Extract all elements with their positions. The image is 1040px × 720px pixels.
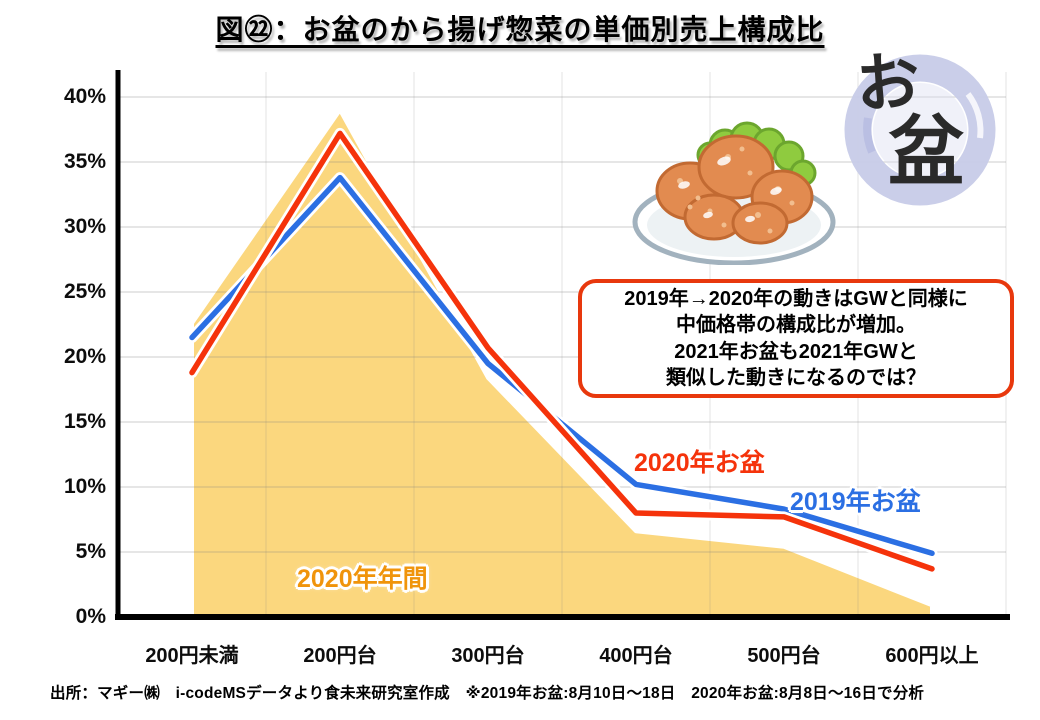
x-tick-label: 300円台 (451, 645, 525, 667)
x-tick-label: 200円台 (303, 645, 377, 667)
annotation-line: 類似した動きになるのでは？ (666, 367, 926, 389)
y-tick-label: 20% (63, 345, 106, 368)
page-title: 図㉒：お盆のから揚げ惣菜の単価別売上構成比 (215, 14, 825, 45)
x-tick-label: 500円台 (747, 645, 821, 667)
y-tick-label: 40% (63, 85, 106, 108)
y-tick-label: 5% (75, 540, 106, 563)
y-tick-label: 30% (63, 215, 106, 238)
y-tick-label: 10% (63, 475, 106, 498)
y-tick-label: 0% (75, 605, 106, 628)
brush-circle-icon (844, 54, 996, 206)
annotation-line: 中価格帯の構成比が増加。 (676, 314, 916, 336)
series-label-2019-obon: 2019年お盆 (790, 488, 921, 516)
obon-logo-char-bottom: 盆 (888, 107, 964, 196)
series-label-2020-obon: 2020年お盆 (634, 449, 765, 477)
y-tick-label: 35% (63, 150, 106, 173)
source-note: 出所：マギー㈱ i-codeMSデータより食未来研究室作成 ※2019年お盆:8… (50, 685, 925, 702)
karaage-illustration (632, 121, 836, 265)
x-tick-label: 200円未満 (145, 645, 239, 667)
x-tick-label: 600円以上 (885, 645, 979, 667)
y-tick-label: 25% (63, 280, 106, 303)
obon-logo: お 盆 (830, 42, 1015, 210)
y-tick-label: 15% (63, 410, 106, 433)
annotation-line: 2021年お盆も2021年GWと (674, 340, 918, 363)
x-tick-label: 400円台 (599, 645, 673, 667)
annotation-line: 2019年→2020年の動きはGWと同様に (624, 287, 968, 310)
line-2020年お盆 (189, 130, 935, 572)
series-label-2020-annual: 2020年年間 (297, 565, 428, 593)
annotation-callout: 2019年→2020年の動きはGWと同様に 中価格帯の構成比が増加。 2021年… (578, 279, 1014, 398)
fried-chicken-icon (655, 134, 814, 245)
